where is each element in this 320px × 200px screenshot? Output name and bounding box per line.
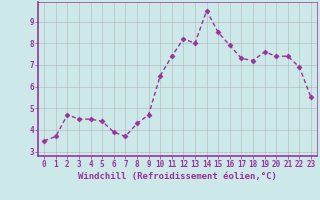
X-axis label: Windchill (Refroidissement éolien,°C): Windchill (Refroidissement éolien,°C) xyxy=(78,172,277,181)
